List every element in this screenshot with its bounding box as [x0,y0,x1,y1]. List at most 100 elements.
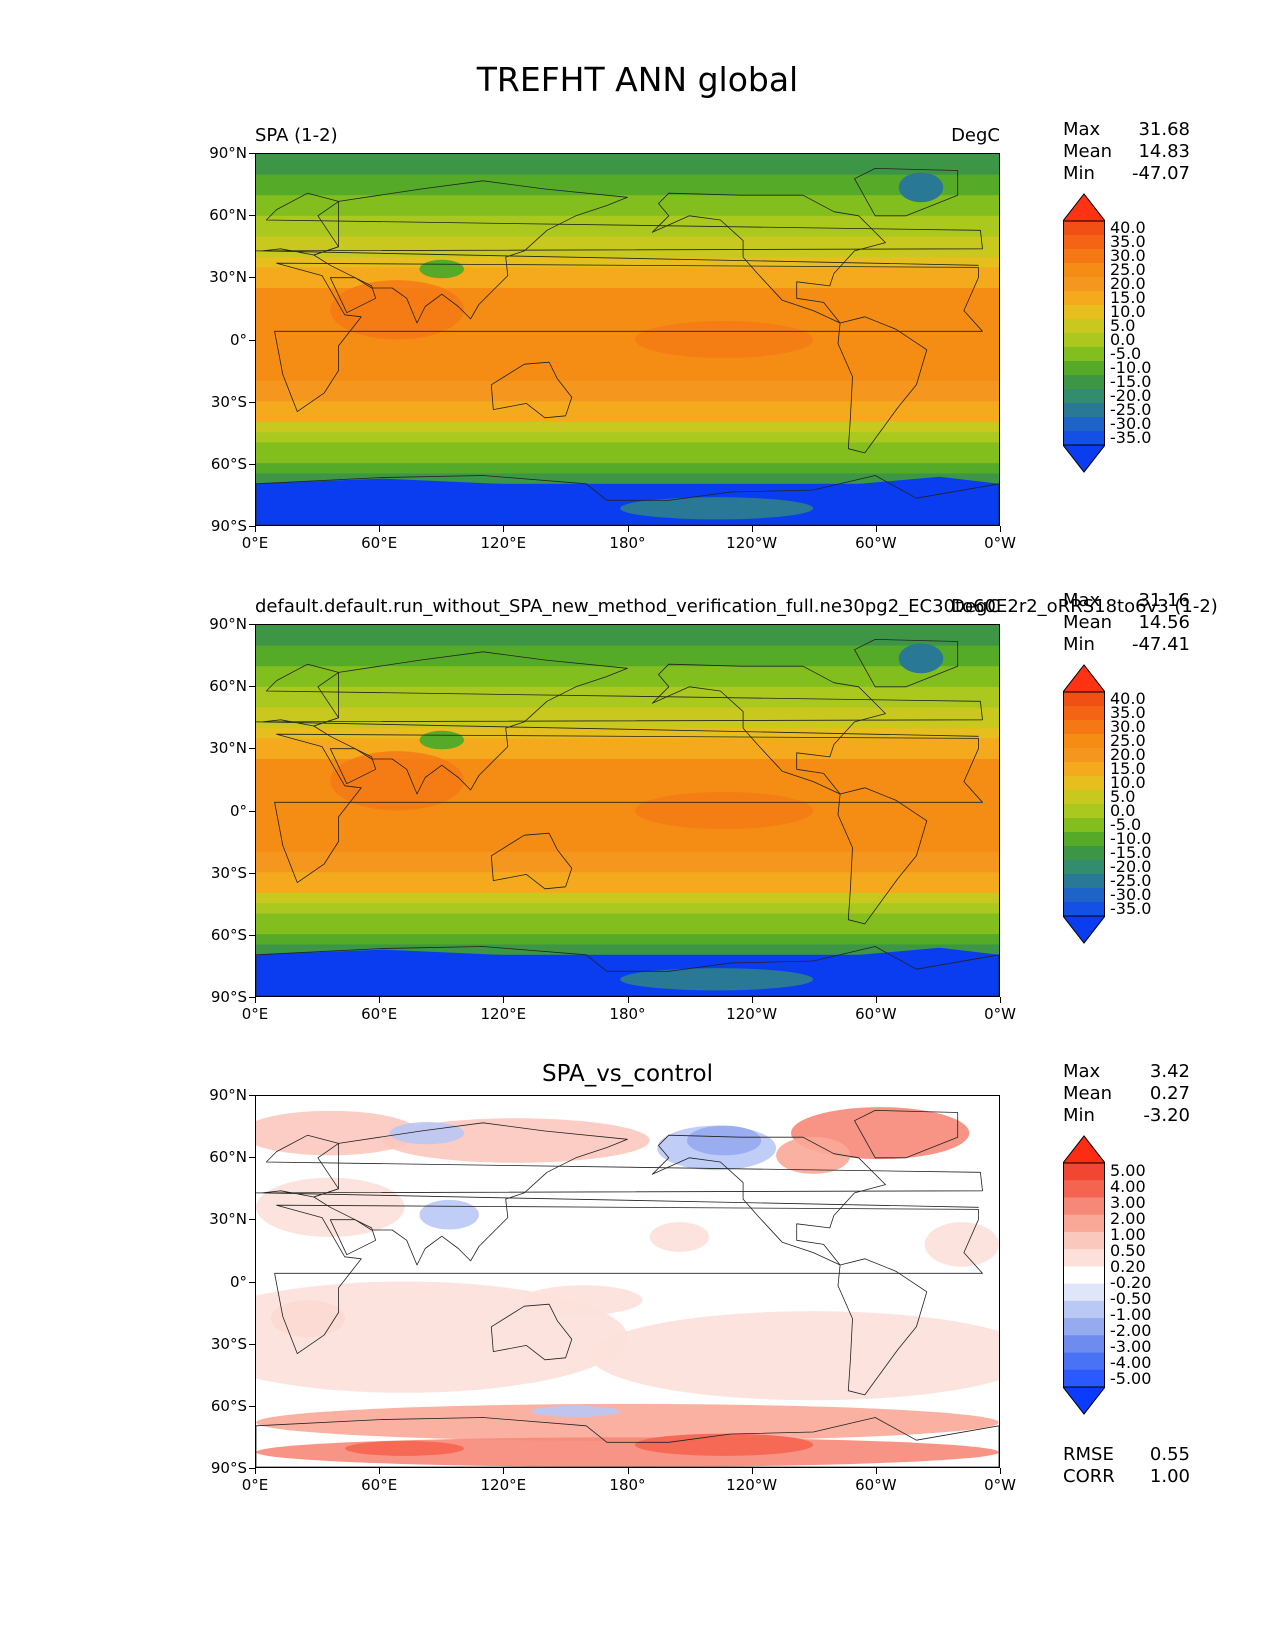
map-canvas-2 [256,625,999,996]
panel-1-stat-mean-label: Mean [1063,141,1113,162]
panel-1-stat-mean-value: 14.83 [1138,141,1190,162]
coastline-1-7 [854,168,959,217]
panel-2-lat-tickmark [249,624,255,625]
panel-3-lon-tick: 120°W [726,1476,778,1494]
colorbar-1-label: 20.0 [1110,274,1146,293]
panel-2-lon-tickmark [255,997,256,1003]
panel-2-lon-tickmark [627,997,629,1003]
panel-3-stat-mean-value: 0.27 [1149,1083,1190,1104]
panel-3-stat-min-label: Min [1063,1105,1095,1126]
panel-1-lat-tick: 90°S [210,517,247,535]
panel-2-title-right: DegC [951,596,1000,617]
coastline-2-7 [854,639,959,688]
panel-3-lat-tick: 30°S [210,1334,247,1353]
panel-2-stat-min-label: Min [1063,634,1095,655]
colorbar-2-label: 40.0 [1110,689,1146,708]
panel-3-lat-tickmark [249,1157,255,1159]
colorbar-3-label: 2.00 [1110,1209,1146,1228]
colorbar-3 [1061,1135,1107,1415]
panel-1-lon-tick: 120°W [726,534,778,552]
panel-1-lon-tickmark [379,526,381,532]
panel-3-lon-tickmark [255,1468,256,1474]
panel-1-lat-tick: 90°N [209,144,247,162]
map-panel-2[interactable] [255,624,1000,997]
panel-1-title-right: DegC [951,125,1000,146]
colorbar-2-label: 10.0 [1110,773,1146,792]
panel-2-lat-tick: 0° [229,801,247,820]
coastline-1-2 [256,192,983,266]
colorbar-1-label: -10.0 [1110,358,1152,377]
coastline-1-3 [313,180,628,324]
colorbar-2-label: -5.0 [1110,815,1142,834]
colorbar-3-label: -0.50 [1110,1289,1152,1308]
colorbar-1-label: -30.0 [1110,414,1152,433]
colorbar-3-label: 1.00 [1110,1225,1146,1244]
coastline-1-5 [490,361,573,419]
panel-1-lat-tick: 60°N [209,206,247,225]
colorbar-2-label: 5.0 [1110,787,1136,806]
panel-3-lat-tickmark [249,1095,255,1096]
panel-1-lat-tickmark [249,277,255,279]
panel-2-lon-tick: 120°E [480,1005,527,1023]
map-canvas-3 [256,1096,999,1467]
panel-2-lon-tick: 120°W [726,1005,778,1023]
panel-2-lon-tick: 180° [609,1005,646,1023]
panel-2-lat-tickmark [249,872,255,874]
coastline-3-2 [256,1134,983,1208]
panel-1-lon-tickmark [751,526,753,532]
panel-2-lon-tick: 0°W [984,1005,1016,1023]
panel-2-title-left: default.default.run_without_SPA_new_meth… [255,596,1218,617]
panel-2-lat-tickmark [249,748,255,750]
panel-3-lat-tick: 30°N [209,1210,247,1229]
panel-1-stat-max-label: Max [1063,119,1101,140]
coastline-2-6 [651,663,886,795]
panel-1-stat-max-value: 31.68 [1138,119,1190,140]
panel-2-lon-tickmark [875,997,877,1003]
map-panel-1[interactable] [255,153,1000,526]
panel-1-lat-tickmark [249,339,255,341]
panel-2-lat-tick: 90°N [209,615,247,633]
colorbar-3-label: 4.00 [1110,1177,1146,1196]
coastline-3-1 [274,1204,983,1354]
panel-1-lon-tick: 180° [609,534,646,552]
colorbar-1-label: 5.0 [1110,316,1136,335]
panel-1-title-left: SPA (1-2) [255,125,338,146]
panel-3-stat-max-label: Max [1063,1061,1101,1082]
colorbar-3-label: -0.20 [1110,1273,1152,1292]
panel-1-lon-tick: 0°E [241,534,269,552]
colorbar-2-label: 25.0 [1110,731,1146,750]
colorbar-2-label: -25.0 [1110,871,1152,890]
panel-3-stat-mean-label: Mean [1063,1083,1113,1104]
panel-1-lon-tickmark [875,526,877,532]
panel-1-stat-min-value: -47.07 [1131,163,1190,184]
colorbar-3-label: -2.00 [1110,1321,1152,1340]
panel-1-lon-tickmark [627,526,629,532]
panel-3-rmse-value: 0.55 [1149,1444,1190,1465]
panel-3-lon-tick: 0°E [241,1476,269,1494]
coastline-1-1 [274,262,983,412]
panel-2-lat-tickmark [249,810,255,812]
colorbar-2-label: -10.0 [1110,829,1152,848]
colorbar-3-label: 0.50 [1110,1241,1146,1260]
panel-1-lon-tick: 0°W [984,534,1016,552]
panel-2-lat-tickmark [249,997,255,998]
coastline-2-9 [256,946,999,996]
panel-2-lat-tick: 30°N [209,739,247,758]
panel-3-lon-tick: 180° [609,1476,646,1494]
map-panel-3[interactable] [255,1095,1000,1468]
panel-2-stat-mean-value: 14.56 [1138,612,1190,633]
colorbar-1-label: 30.0 [1110,246,1146,265]
coastline-2-8 [837,787,928,925]
panel-3-lon-tickmark [627,1468,629,1474]
colorbar-2-label: -35.0 [1110,899,1152,918]
panel-1-lon-tick: 120°E [480,534,527,552]
panel-2-lat-tick: 30°S [210,863,247,882]
colorbar-1-label: -25.0 [1110,400,1152,419]
coastline-3-9 [256,1417,999,1467]
colorbar-1-label: 25.0 [1110,260,1146,279]
panel-2-lat-tick: 60°S [210,925,247,944]
coastline-3-7 [854,1110,959,1159]
coastline-2-3 [313,651,628,795]
panel-1-lat-tickmark [249,463,255,465]
panel-3-lon-tickmark [503,1468,505,1474]
